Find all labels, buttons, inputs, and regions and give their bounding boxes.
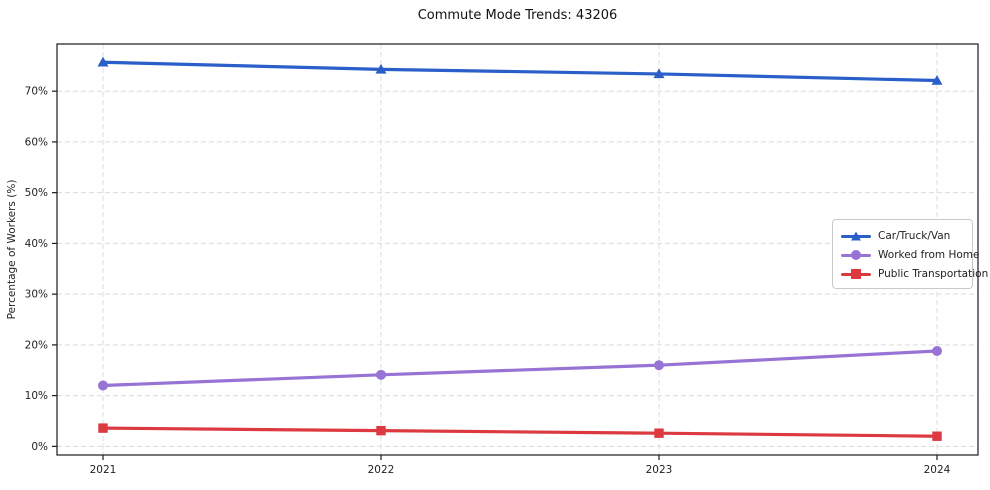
data-point-public-transportation: [654, 428, 664, 438]
y-tick-label: 0%: [31, 441, 48, 453]
legend-swatch-line-triangle-icon: [841, 229, 871, 243]
legend-label: Car/Truck/Van: [878, 229, 951, 242]
x-tick-label: 2022: [368, 464, 395, 476]
data-point-worked-from-home: [98, 380, 108, 391]
legend-label: Worked from Home: [878, 248, 980, 261]
data-point-public-transportation: [98, 423, 108, 433]
data-point-public-transportation: [932, 431, 942, 441]
series-line-worked-from-home: [101, 349, 939, 388]
series-line-car-truck-van: [101, 60, 939, 83]
legend-swatch-line-square-icon: [841, 267, 871, 281]
legend-item-public-transportation: Public Transportation: [841, 264, 988, 283]
legend: Car/Truck/Van Worked from Home Public Tr…: [832, 219, 988, 289]
data-point-worked-from-home: [376, 369, 386, 380]
legend-item-car-truck-van: Car/Truck/Van: [841, 226, 964, 245]
x-tick-label: 2024: [924, 464, 951, 476]
y-tick-label: 60%: [25, 136, 48, 148]
y-tick-label: 20%: [25, 339, 48, 351]
data-point-public-transportation: [376, 425, 386, 436]
data-point-car-truck-van: [653, 68, 665, 79]
legend-swatch-line-circle-icon: [841, 248, 871, 262]
data-point-car-truck-van: [375, 63, 387, 74]
square-marker-icon: [851, 268, 861, 279]
y-axis-label: Percentage of Workers (%): [6, 180, 18, 320]
y-tick-label: 10%: [25, 390, 48, 402]
x-tick-label: 2023: [646, 464, 673, 476]
data-point-car-truck-van: [931, 75, 943, 85]
y-tick-label: 70%: [25, 86, 48, 98]
y-tick-label: 40%: [25, 238, 48, 250]
chart-title: Commute Mode Trends: 43206: [417, 8, 618, 23]
legend-item-worked-from-home: Worked from Home: [841, 245, 979, 264]
axes-border: [56, 43, 979, 456]
data-point-car-truck-van: [97, 56, 109, 67]
data-point-worked-from-home: [654, 360, 664, 371]
circle-marker-icon: [851, 249, 861, 260]
x-tick-label: 2021: [90, 464, 117, 476]
series-line-public-transportation: [101, 426, 939, 438]
data-point-worked-from-home: [932, 345, 942, 356]
legend-label: Public Transportation: [878, 267, 989, 280]
triangle-marker-icon: [851, 231, 861, 240]
y-tick-label: 30%: [25, 289, 48, 301]
y-tick-label: 50%: [25, 187, 48, 199]
